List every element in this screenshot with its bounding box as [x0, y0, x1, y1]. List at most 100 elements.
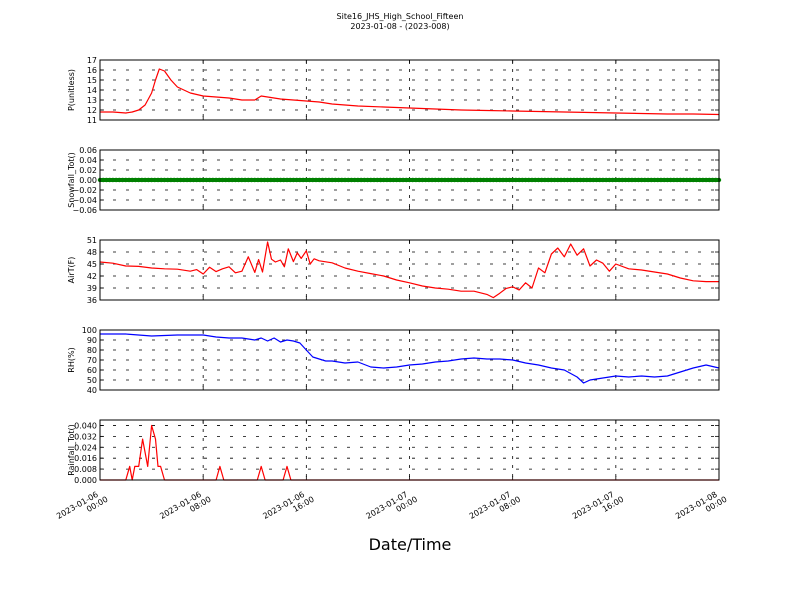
data-point: [387, 177, 393, 183]
data-point: [591, 177, 596, 183]
data-point: [549, 177, 554, 183]
data-point: [378, 177, 383, 183]
data-point: [691, 177, 696, 183]
data-point: [426, 177, 432, 183]
data-point: [674, 177, 680, 183]
data-point: [510, 177, 515, 183]
data-point: [710, 177, 715, 183]
panel-frame: [99, 149, 720, 211]
data-point: [562, 177, 567, 183]
data-point: [133, 177, 138, 183]
data-point: [126, 177, 132, 183]
data-point: [442, 177, 448, 183]
panel-frame: [99, 59, 720, 121]
data-point: [197, 177, 203, 183]
data-point: [433, 177, 438, 183]
data-point: [436, 177, 441, 183]
panel-2: −0.06−0.04−0.020.000.020.040.06Snowfall_…: [67, 146, 722, 215]
data-point: [475, 177, 480, 183]
data-point: [239, 177, 245, 183]
data-point: [155, 177, 161, 183]
data-point: [391, 177, 396, 183]
data-point: [339, 177, 344, 183]
data-point: [117, 177, 122, 183]
data-point: [291, 177, 296, 183]
y-tick-label: 14: [87, 86, 97, 95]
data-point: [597, 177, 602, 183]
data-point: [536, 177, 541, 183]
y-tick-label: 17: [87, 56, 97, 65]
y-tick-label: 11: [87, 116, 97, 125]
y-tick-label: 50: [87, 376, 97, 385]
data-point: [346, 177, 351, 183]
x-tick-label: 2023-01-0700:00: [365, 487, 419, 529]
data-point: [107, 177, 112, 183]
y-tick-label: 0.00: [79, 176, 97, 185]
data-point: [513, 177, 519, 183]
data-point: [574, 177, 580, 183]
y-tick-label: 0.06: [79, 146, 97, 155]
y-tick-label: 0.040: [74, 421, 97, 430]
data-point: [358, 177, 364, 183]
data-point: [565, 177, 570, 183]
data-point: [371, 177, 377, 183]
data-point: [300, 177, 306, 183]
data-point: [452, 177, 457, 183]
data-point: [226, 177, 232, 183]
data-point: [465, 177, 470, 183]
data-point: [713, 177, 718, 183]
data-point: [304, 177, 309, 183]
data-point: [171, 177, 177, 183]
data-point: [184, 177, 190, 183]
data-point: [365, 177, 370, 183]
y-tick-label: 39: [87, 284, 97, 293]
y-tick-label: −0.04: [72, 196, 97, 205]
data-point: [439, 177, 444, 183]
data-point: [204, 177, 209, 183]
data-point: [533, 177, 538, 183]
y-tick-label: 42: [87, 272, 97, 281]
data-point: [113, 177, 119, 183]
y-axis-label: RH(%): [67, 347, 76, 372]
data-point: [487, 177, 493, 183]
data-point: [462, 177, 467, 183]
data-point: [523, 177, 528, 183]
data-point: [416, 177, 422, 183]
data-point: [268, 177, 274, 183]
data-point: [217, 177, 222, 183]
data-point: [687, 177, 693, 183]
data-point: [265, 177, 270, 183]
data-point: [678, 177, 683, 183]
data-point: [507, 177, 512, 183]
x-axis-ticks: 2023-01-0600:00 2023-01-0608:00 2023-01-06…: [55, 487, 728, 529]
data-point: [613, 177, 619, 183]
data-point: [491, 177, 496, 183]
y-tick-label: 70: [87, 356, 97, 365]
data-point: [284, 177, 290, 183]
panel-frame: [99, 239, 720, 301]
data-point: [529, 177, 535, 183]
y-tick-label: 90: [87, 336, 97, 345]
data-point: [642, 177, 648, 183]
series-line: [100, 333, 720, 384]
data-point: [152, 177, 158, 183]
data-point: [252, 177, 257, 183]
data-point: [645, 177, 651, 183]
data-point: [668, 177, 673, 183]
data-point: [191, 177, 196, 183]
data-point: [404, 177, 409, 183]
data-point: [123, 177, 128, 183]
y-tick-label: −0.06: [72, 206, 97, 215]
data-point: [423, 177, 428, 183]
data-point: [568, 177, 573, 183]
data-point: [610, 177, 615, 183]
series-line: [99, 241, 719, 299]
y-tick-label: 16: [87, 66, 97, 75]
panel-frame: [99, 419, 720, 481]
data-point: [313, 177, 319, 183]
data-point: [246, 177, 251, 183]
data-point: [626, 177, 631, 183]
y-tick-label: 13: [87, 96, 97, 105]
data-point: [101, 177, 106, 183]
y-tick-label: 36: [87, 296, 97, 305]
